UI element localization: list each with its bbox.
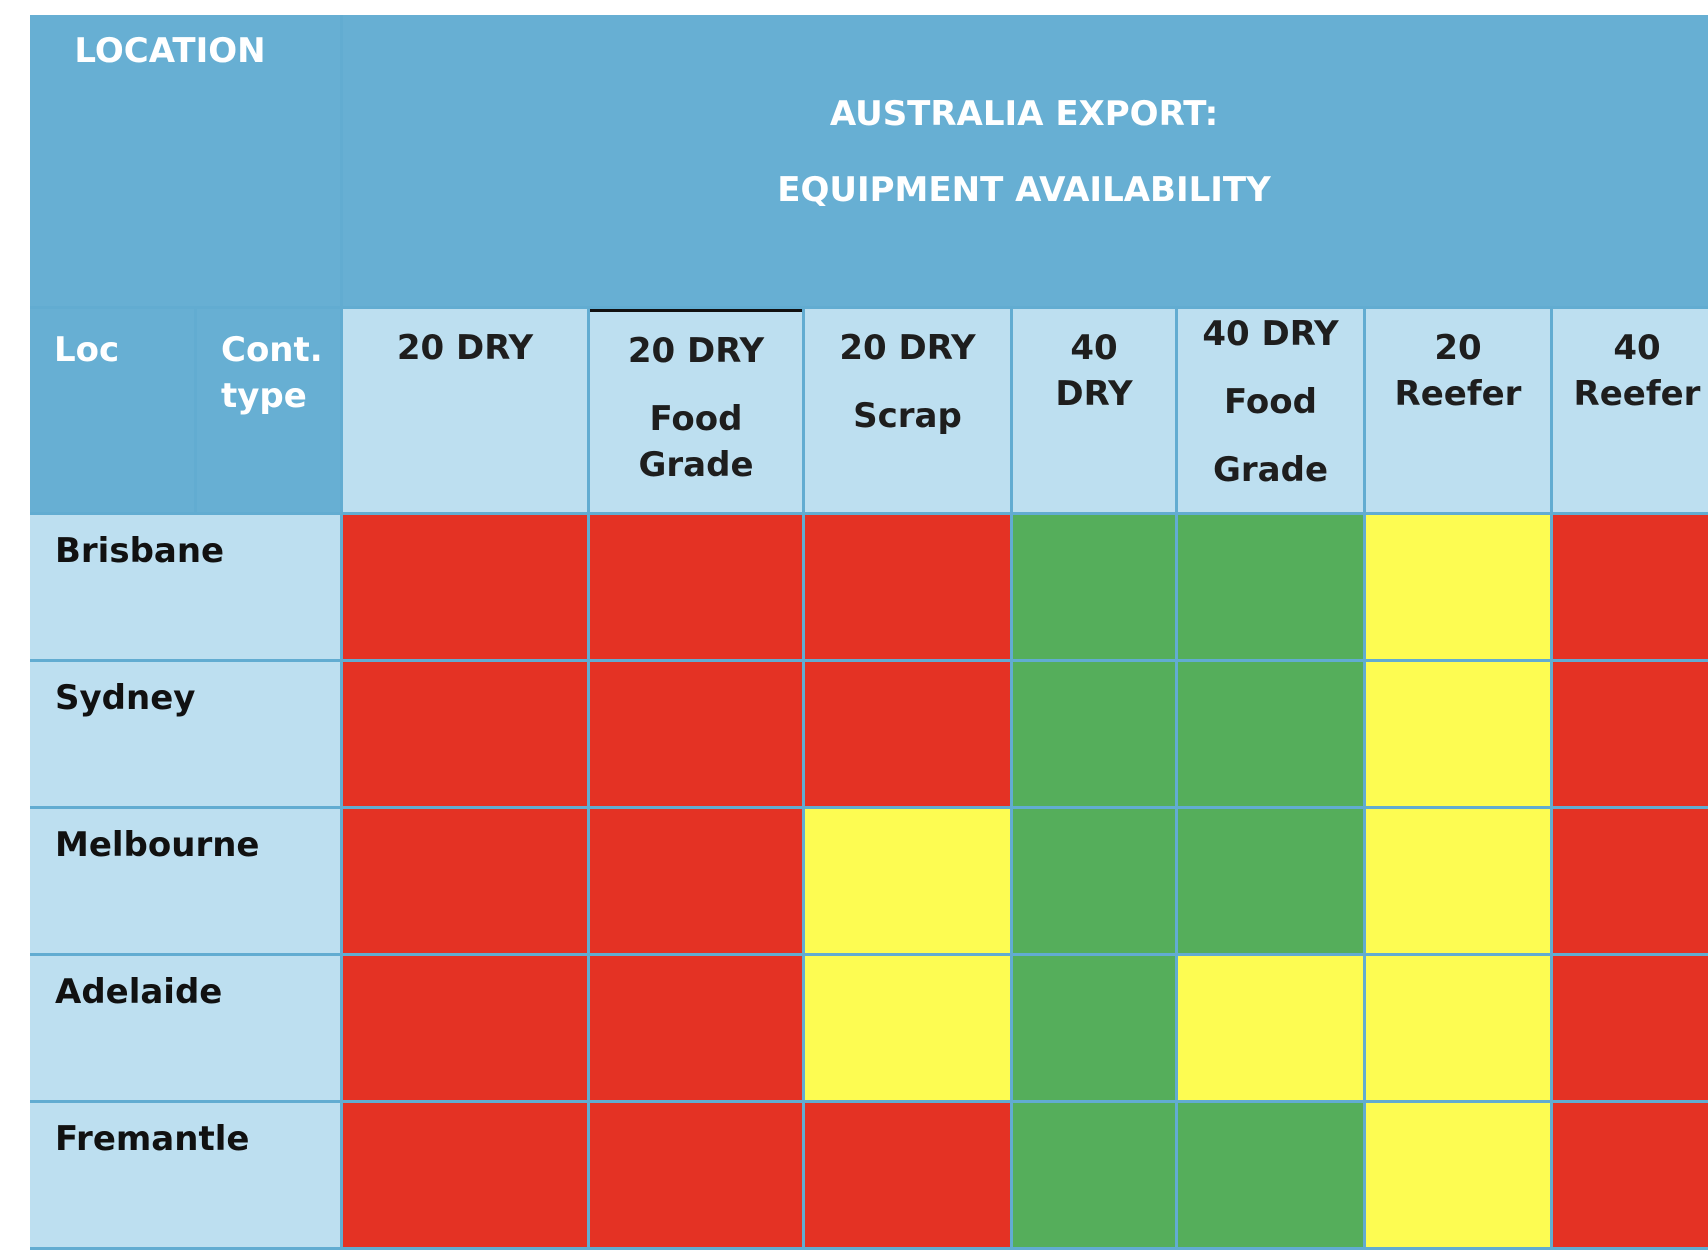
row-location-brisbane: Brisbane — [30, 515, 340, 659]
column-header-line: 20 DRY — [396, 328, 534, 368]
column-header-line: Grade — [638, 445, 754, 485]
status-cell — [1178, 515, 1363, 659]
column-header-line: 20 — [1434, 328, 1482, 368]
status-cell — [1013, 956, 1175, 1100]
cont-type-line-1: Cont. — [221, 330, 323, 370]
status-cell — [590, 515, 802, 659]
column-header-20-dry: 20 DRY — [343, 309, 587, 512]
column-header-20-reefer: 20 Reefer — [1366, 309, 1550, 512]
status-cell — [590, 956, 802, 1100]
row-location-adelaide: Adelaide — [30, 956, 340, 1100]
status-cell — [1553, 956, 1708, 1100]
status-cell — [1178, 1103, 1363, 1247]
status-cell — [805, 956, 1010, 1100]
column-header-line: 40 — [1613, 328, 1661, 368]
status-cell — [1553, 1103, 1708, 1247]
row-location-fremantle: Fremantle — [30, 1103, 340, 1247]
status-cell — [343, 809, 587, 953]
column-header-line: 20 DRY — [627, 331, 765, 371]
status-cell — [1366, 662, 1550, 806]
row-location-melbourne: Melbourne — [30, 809, 340, 953]
column-header-20-dry-food-grade: 20 DRY Food Grade — [590, 309, 802, 512]
status-cell — [1178, 956, 1363, 1100]
status-cell — [590, 662, 802, 806]
status-cell — [1553, 809, 1708, 953]
status-cell — [1553, 662, 1708, 806]
status-cell — [1366, 809, 1550, 953]
title-line-1: AUSTRALIA EXPORT: — [829, 94, 1219, 134]
status-cell — [343, 956, 587, 1100]
column-header-line: Grade — [1212, 450, 1328, 490]
column-header-40-dry: 40 DRY — [1013, 309, 1175, 512]
status-cell — [1013, 662, 1175, 806]
column-header-line: Reefer — [1394, 374, 1522, 414]
status-cell — [1366, 1103, 1550, 1247]
column-header-line: DRY — [1055, 374, 1133, 414]
status-cell — [343, 662, 587, 806]
column-header-line: Food — [1224, 382, 1317, 422]
status-cell — [590, 809, 802, 953]
column-header-20-dry-scrap: 20 DRY Scrap — [805, 309, 1010, 512]
status-cell — [1013, 809, 1175, 953]
availability-table: LOCATION AUSTRALIA EXPORT: EQUIPMENT AVA… — [30, 15, 1708, 1250]
column-header-line: Reefer — [1573, 374, 1701, 414]
column-header-line: Food — [649, 399, 743, 439]
column-header-line: 20 DRY — [839, 328, 976, 368]
status-cell — [1366, 956, 1550, 1100]
cont-type-line-2: type — [221, 376, 307, 416]
status-cell — [343, 1103, 587, 1247]
status-cell — [1013, 515, 1175, 659]
column-header-40-reefer: 40 Reefer — [1553, 309, 1708, 512]
column-header-40-dry-food-grade: 40 DRY Food Grade — [1178, 309, 1363, 512]
status-cell — [1013, 1103, 1175, 1247]
status-cell — [590, 1103, 802, 1247]
status-cell — [1366, 515, 1550, 659]
title-line-2: EQUIPMENT AVAILABILITY — [777, 170, 1271, 210]
status-cell — [805, 809, 1010, 953]
cont-type-header: Cont. type — [197, 309, 340, 512]
status-cell — [1178, 662, 1363, 806]
column-header-line: 40 — [1070, 328, 1118, 368]
status-cell — [1553, 515, 1708, 659]
row-location-sydney: Sydney — [30, 662, 340, 806]
location-header: LOCATION — [30, 15, 340, 306]
status-cell — [343, 515, 587, 659]
loc-header: Loc — [30, 309, 194, 512]
status-cell — [805, 662, 1010, 806]
status-cell — [805, 1103, 1010, 1247]
status-cell — [805, 515, 1010, 659]
loc-header-label: Loc — [54, 330, 120, 370]
status-cell — [1178, 809, 1363, 953]
table-title: AUSTRALIA EXPORT: EQUIPMENT AVAILABILITY — [343, 15, 1708, 306]
column-header-line: 40 DRY — [1202, 314, 1339, 354]
column-header-line: Scrap — [853, 396, 962, 436]
